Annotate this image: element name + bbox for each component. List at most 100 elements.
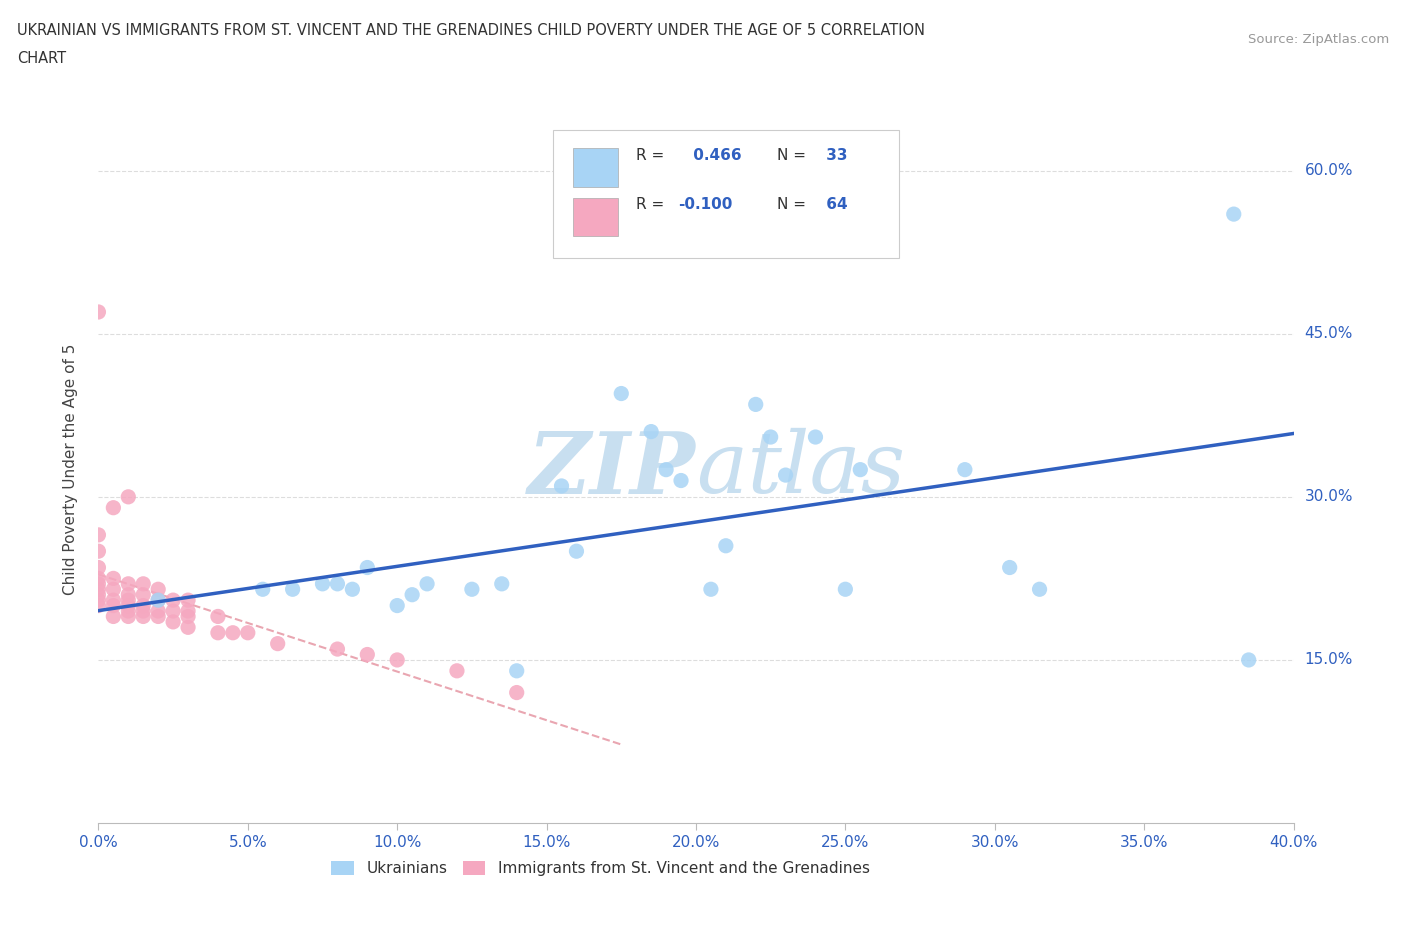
Point xyxy=(87,560,110,575)
Point xyxy=(132,577,155,591)
Point xyxy=(87,582,110,597)
Point xyxy=(342,582,364,597)
Point xyxy=(416,577,439,591)
Point xyxy=(267,636,290,651)
Point xyxy=(640,424,662,439)
Point xyxy=(610,386,633,401)
Point xyxy=(87,592,110,607)
Point xyxy=(356,647,378,662)
Point xyxy=(401,587,423,602)
Point xyxy=(207,625,229,640)
Point xyxy=(132,609,155,624)
Point xyxy=(252,582,274,597)
Point xyxy=(148,592,170,607)
Point xyxy=(103,609,125,624)
Point xyxy=(669,473,692,488)
Point xyxy=(177,620,200,635)
Point xyxy=(356,560,378,575)
Point xyxy=(385,653,409,668)
Text: atlas: atlas xyxy=(696,429,905,511)
Text: 64: 64 xyxy=(821,197,848,212)
Text: 45.0%: 45.0% xyxy=(1305,326,1353,341)
Point xyxy=(236,625,259,640)
Point xyxy=(326,642,349,657)
Point xyxy=(148,592,170,607)
Point xyxy=(117,587,139,602)
Point xyxy=(311,577,333,591)
Point xyxy=(281,582,304,597)
Point xyxy=(550,479,572,494)
Point xyxy=(491,577,513,591)
Point xyxy=(117,577,139,591)
Point xyxy=(759,430,782,445)
Point xyxy=(117,598,139,613)
Text: R =: R = xyxy=(637,148,665,163)
Text: UKRAINIAN VS IMMIGRANTS FROM ST. VINCENT AND THE GRENADINES CHILD POVERTY UNDER : UKRAINIAN VS IMMIGRANTS FROM ST. VINCENT… xyxy=(17,23,925,38)
Point xyxy=(222,625,245,640)
Point xyxy=(1223,206,1246,221)
Text: -0.100: -0.100 xyxy=(678,197,733,212)
Point xyxy=(1237,653,1260,668)
Text: 33: 33 xyxy=(821,148,848,163)
Point xyxy=(834,582,856,597)
Point xyxy=(207,609,229,624)
Point xyxy=(87,544,110,559)
Point xyxy=(87,598,110,613)
Point xyxy=(162,604,184,618)
Point xyxy=(148,582,170,597)
Legend: Ukrainians, Immigrants from St. Vincent and the Grenadines: Ukrainians, Immigrants from St. Vincent … xyxy=(325,856,876,883)
Point xyxy=(506,663,529,678)
FancyBboxPatch shape xyxy=(572,197,619,236)
Point xyxy=(775,468,797,483)
Text: N =: N = xyxy=(778,197,806,212)
Point xyxy=(1028,582,1050,597)
Point xyxy=(132,598,155,613)
Point xyxy=(117,489,139,504)
Point xyxy=(177,609,200,624)
Point xyxy=(117,609,139,624)
Point xyxy=(700,582,723,597)
Point xyxy=(177,604,200,618)
Point xyxy=(506,685,529,700)
Point xyxy=(132,604,155,618)
Point xyxy=(103,598,125,613)
Point xyxy=(849,462,872,477)
Point xyxy=(132,587,155,602)
Point xyxy=(117,604,139,618)
Point xyxy=(87,571,110,586)
Point xyxy=(103,582,125,597)
Point xyxy=(655,462,678,477)
FancyBboxPatch shape xyxy=(553,130,900,258)
Text: ZIP: ZIP xyxy=(529,428,696,512)
Point xyxy=(148,609,170,624)
Text: 30.0%: 30.0% xyxy=(1305,489,1353,504)
Point xyxy=(446,663,468,678)
Text: CHART: CHART xyxy=(17,51,66,66)
Y-axis label: Child Poverty Under the Age of 5: Child Poverty Under the Age of 5 xyxy=(63,344,77,595)
Point xyxy=(87,577,110,591)
Point xyxy=(87,587,110,602)
Point xyxy=(87,527,110,542)
Point xyxy=(148,604,170,618)
Point xyxy=(103,500,125,515)
Point xyxy=(565,544,588,559)
Point xyxy=(385,598,409,613)
Point xyxy=(461,582,484,597)
Text: 15.0%: 15.0% xyxy=(1305,653,1353,668)
Point xyxy=(953,462,976,477)
Point xyxy=(103,592,125,607)
Point xyxy=(87,304,110,319)
Text: 60.0%: 60.0% xyxy=(1305,163,1353,179)
Point xyxy=(745,397,768,412)
Point xyxy=(714,538,737,553)
Point xyxy=(804,430,827,445)
Text: Source: ZipAtlas.com: Source: ZipAtlas.com xyxy=(1249,33,1389,46)
Point xyxy=(998,560,1021,575)
Point xyxy=(162,592,184,607)
Point xyxy=(177,592,200,607)
Point xyxy=(103,571,125,586)
Text: N =: N = xyxy=(778,148,806,163)
Point xyxy=(117,592,139,607)
Point xyxy=(326,577,349,591)
Text: R =: R = xyxy=(637,197,665,212)
